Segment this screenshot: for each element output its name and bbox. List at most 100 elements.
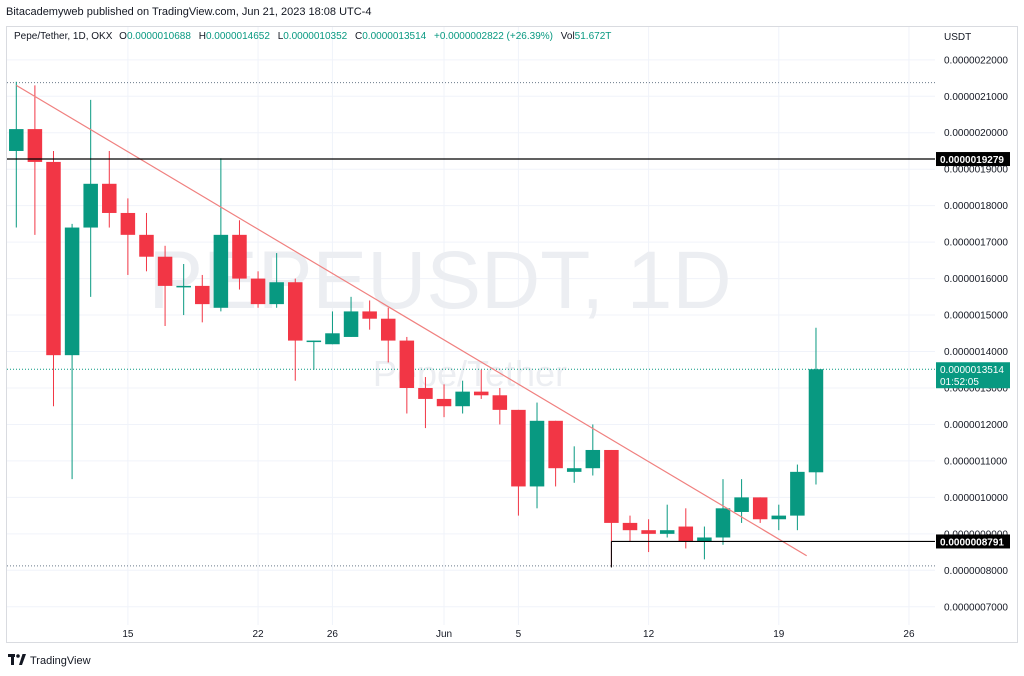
y-tick-label: 0.0000012000	[944, 420, 1008, 431]
candle-body	[790, 471, 805, 516]
candle[interactable]	[715, 479, 731, 545]
candle[interactable]	[83, 99, 98, 297]
legend-open-label: O	[119, 31, 127, 42]
candle[interactable]	[269, 253, 284, 308]
candle[interactable]	[790, 464, 805, 531]
candle-body	[529, 420, 545, 487]
candle-body	[455, 391, 470, 407]
candle-countdown: 01:52:05	[940, 377, 979, 388]
level-price-label: 0.0000019279	[936, 152, 1010, 167]
legend-change: +0.0000002822 (+26.39%)	[433, 31, 553, 42]
candle[interactable]	[306, 340, 322, 370]
candle-body	[585, 449, 601, 469]
y-tick-label: 0.0000007000	[944, 602, 1008, 613]
candle-body	[362, 311, 377, 319]
candle-body	[473, 391, 489, 396]
candle[interactable]	[436, 384, 452, 418]
y-tick-label: 0.0000011000	[944, 456, 1008, 467]
x-tick-label: Jun	[436, 629, 452, 640]
candle[interactable]	[120, 198, 136, 275]
x-tick-label: 15	[122, 629, 134, 640]
candle[interactable]	[288, 278, 303, 381]
candle-body	[139, 234, 154, 257]
candle[interactable]	[418, 377, 433, 429]
y-tick-label: 0.0000015000	[944, 311, 1008, 322]
candle-body	[604, 449, 619, 523]
candle-body	[659, 530, 675, 534]
y-tick-label: 0.0000008000	[944, 566, 1008, 577]
candle-body	[64, 227, 80, 356]
candle[interactable]	[250, 271, 266, 308]
legend-low-value: 0.0000010352	[283, 31, 348, 42]
x-tick-label: 22	[252, 629, 264, 640]
y-tick-label: 0.0000017000	[944, 238, 1008, 249]
candle[interactable]	[585, 424, 601, 476]
candle[interactable]	[232, 220, 247, 290]
candle[interactable]	[380, 307, 396, 363]
candle[interactable]	[678, 508, 694, 549]
candle-body	[46, 161, 61, 356]
level-price-label-bg	[936, 534, 1010, 549]
candle[interactable]	[697, 526, 712, 560]
legend-low-label: L	[277, 31, 284, 42]
candle[interactable]	[157, 245, 173, 326]
y-tick-label: 0.0000010000	[944, 493, 1008, 504]
candle-body	[325, 333, 340, 345]
candle[interactable]	[641, 519, 656, 553]
candle[interactable]	[622, 515, 638, 542]
candle[interactable]	[9, 81, 24, 228]
candle[interactable]	[492, 387, 508, 425]
descending-trendline[interactable]	[15, 84, 807, 557]
candle-body	[343, 311, 359, 337]
candle-body	[678, 526, 694, 542]
candle[interactable]	[46, 150, 61, 407]
candle[interactable]	[176, 264, 191, 316]
candle-body	[641, 530, 656, 534]
tradingview-brand-text: TradingView	[30, 655, 91, 667]
candle[interactable]	[64, 223, 80, 480]
drawn-lines	[7, 84, 935, 568]
candle[interactable]	[362, 300, 377, 330]
candle[interactable]	[566, 446, 582, 483]
y-tick-label: 0.0000018000	[944, 201, 1008, 212]
candle[interactable]	[511, 409, 526, 516]
candle[interactable]	[473, 369, 489, 399]
candle[interactable]	[529, 402, 545, 509]
legend-open-value: 0.0000010688	[126, 31, 191, 42]
legend-high-value: 0.0000014652	[205, 31, 270, 42]
x-tick-label: 19	[773, 629, 785, 640]
candle-body	[548, 420, 563, 469]
price-labels: 0.0000019279 0.0000008791 0.000001351401:5…	[936, 152, 1010, 549]
candle-body	[399, 340, 415, 388]
candle[interactable]	[548, 420, 563, 487]
candle[interactable]	[213, 158, 229, 312]
candle[interactable]	[734, 479, 749, 523]
candle[interactable]	[27, 85, 43, 235]
candle-body	[176, 285, 191, 288]
candle-body	[27, 129, 43, 162]
y-tick-label: 0.0000019000	[944, 165, 1008, 176]
candle-body	[771, 515, 787, 520]
candle[interactable]	[399, 336, 415, 414]
candle[interactable]	[771, 504, 787, 531]
candle-body	[120, 212, 136, 235]
candle[interactable]	[659, 504, 675, 538]
y-tick-label: 0.0000020000	[944, 128, 1008, 139]
x-tick-label: 26	[327, 629, 339, 640]
candle-body	[492, 395, 508, 410]
candle[interactable]	[343, 296, 359, 337]
tradingview-brand[interactable]: TradingView	[8, 654, 91, 668]
candle[interactable]	[808, 327, 824, 485]
level-price-label: 0.0000008791	[936, 534, 1010, 549]
price-axis: USDT0.00000070000.00000080000.0000009000…	[944, 32, 1008, 613]
candle[interactable]	[752, 497, 768, 523]
candle[interactable]	[195, 274, 210, 323]
candle[interactable]	[455, 380, 470, 414]
candle-body	[697, 537, 712, 542]
candle[interactable]	[139, 212, 154, 272]
y-tick-label: 0.0000021000	[944, 92, 1008, 103]
candle-body	[380, 318, 396, 341]
candle[interactable]	[325, 311, 340, 345]
candle[interactable]	[102, 150, 117, 228]
